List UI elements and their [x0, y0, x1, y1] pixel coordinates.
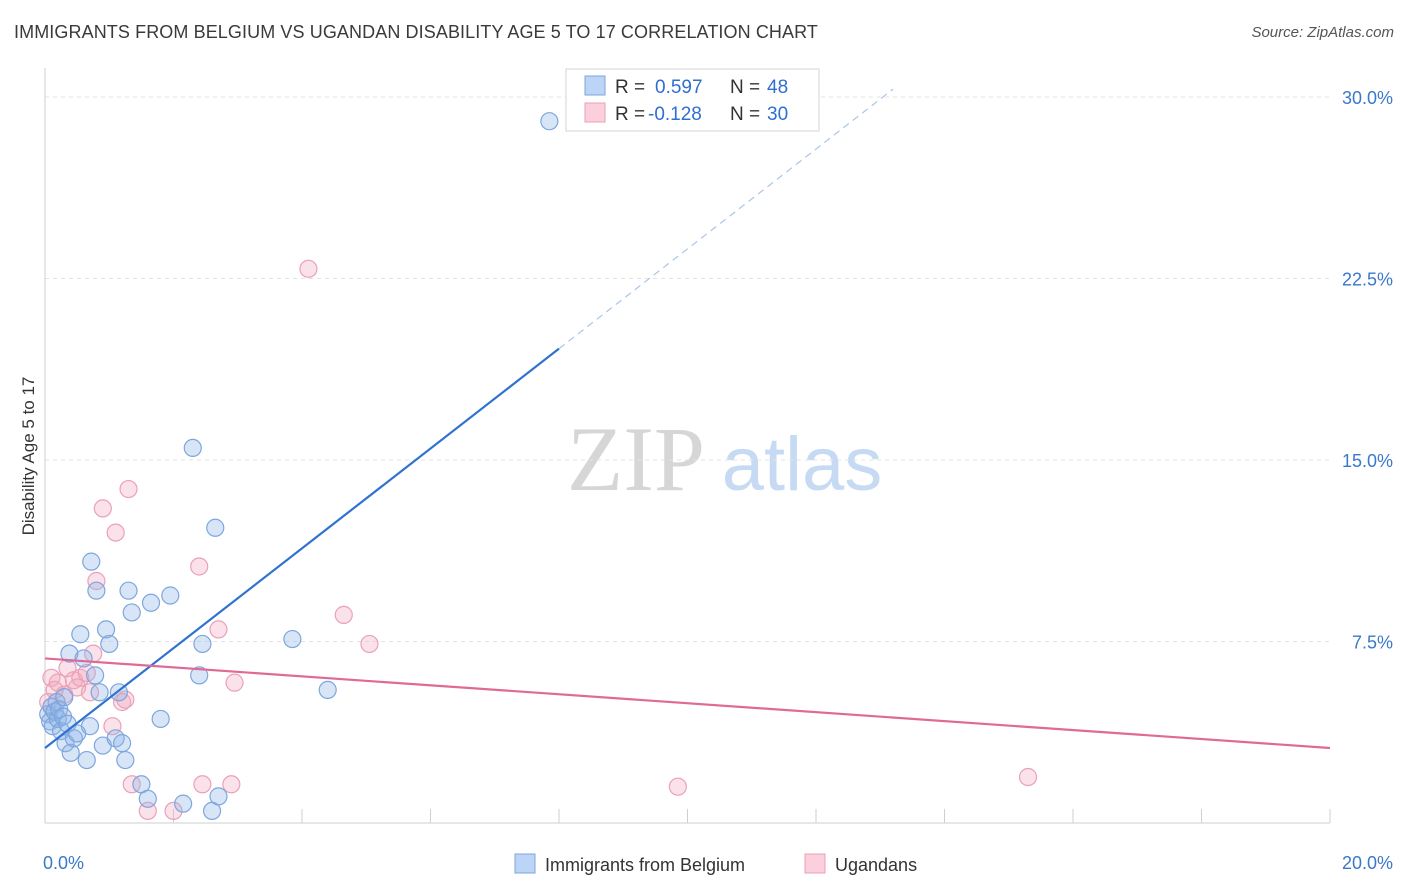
- point-ugandans: [209, 620, 228, 639]
- point-belgium: [116, 750, 135, 770]
- point-belgium: [174, 794, 193, 813]
- point-ugandans: [116, 690, 135, 709]
- point-belgium: [318, 680, 337, 700]
- point-belgium: [190, 666, 209, 685]
- trend-layer: [44, 88, 1331, 750]
- point-ugandans: [1018, 767, 1038, 787]
- stats-legend-box: [565, 68, 820, 132]
- stats-n-label-ugandans: N =: [730, 104, 760, 125]
- y-tick-label: 22.5%: [1342, 270, 1393, 290]
- point-belgium: [61, 743, 80, 762]
- legend-swatch-belgium: [514, 853, 536, 874]
- point-belgium: [151, 709, 170, 729]
- stats-r-value-belgium: 0.597: [655, 77, 703, 98]
- stats-n-label-belgium: N =: [730, 77, 760, 98]
- point-belgium: [71, 625, 90, 644]
- point-ugandans: [80, 683, 100, 702]
- point-belgium: [60, 644, 79, 663]
- y-tick-label: 30.0%: [1342, 88, 1393, 108]
- chart-title: IMMIGRANTS FROM BELGIUM VS UGANDAN DISAB…: [14, 22, 818, 42]
- point-belgium: [82, 552, 101, 571]
- point-belgium: [119, 581, 138, 600]
- point-belgium: [74, 649, 93, 668]
- legend-label-ugandans: Ugandans: [835, 855, 917, 875]
- watermark-zip: ZIP: [567, 408, 705, 510]
- trendline-belgium-extension: [558, 88, 894, 350]
- point-ugandans: [360, 634, 379, 654]
- point-belgium: [90, 683, 109, 702]
- stats-r-value-ugandans: -0.128: [648, 104, 702, 125]
- point-belgium: [64, 729, 84, 748]
- point-ugandans: [164, 801, 183, 821]
- stats-r-label-belgium: R =: [615, 77, 645, 98]
- point-belgium: [138, 789, 157, 808]
- point-ugandans: [112, 692, 132, 712]
- x-tick-label: 20.0%: [1342, 853, 1393, 873]
- point-belgium: [96, 620, 116, 639]
- stats-swatch-belgium: [584, 75, 606, 96]
- point-belgium: [87, 581, 106, 600]
- point-belgium: [86, 666, 105, 685]
- point-ugandans: [668, 777, 687, 796]
- point-ugandans: [190, 557, 209, 576]
- stats-r-label-ugandans: R =: [615, 104, 645, 125]
- stats-n-value-belgium: 48: [767, 77, 788, 98]
- point-belgium: [122, 603, 141, 622]
- y-axis-label: Disability Age 5 to 17: [19, 377, 38, 536]
- y-tick-label: 15.0%: [1342, 451, 1393, 471]
- point-ugandans: [119, 479, 138, 499]
- point-belgium: [56, 734, 75, 753]
- x-tick-label: 0.0%: [43, 853, 84, 873]
- point-belgium: [112, 734, 132, 753]
- point-ugandans: [299, 259, 318, 278]
- chart-source: Source: ZipAtlas.com: [1251, 24, 1394, 41]
- points-layer: [39, 112, 1038, 821]
- point-ugandans: [222, 775, 241, 794]
- grid-layer: [45, 96, 1330, 642]
- trendline-ugandans: [44, 657, 1331, 750]
- point-belgium: [193, 634, 212, 654]
- legend-swatch-ugandans: [804, 853, 826, 874]
- point-ugandans: [87, 571, 106, 591]
- series-legend: Immigrants from Belgium Ugandans: [514, 853, 917, 875]
- point-ugandans: [122, 775, 141, 794]
- point-ugandans: [225, 673, 244, 692]
- point-belgium: [100, 634, 119, 654]
- stats-n-value-ugandans: 30: [767, 104, 788, 125]
- point-belgium: [283, 629, 302, 649]
- point-belgium: [77, 750, 96, 770]
- trendline-belgium: [44, 347, 560, 749]
- point-belgium: [540, 112, 559, 131]
- point-ugandans: [106, 523, 125, 542]
- watermark-atlas: atlas: [722, 422, 883, 507]
- legend-label-belgium: Immigrants from Belgium: [545, 855, 745, 875]
- point-ugandans: [93, 499, 112, 518]
- point-belgium: [161, 586, 180, 605]
- point-belgium: [183, 438, 202, 457]
- point-belgium: [209, 787, 228, 806]
- axis-layer: 7.5% 15.0% 22.5% 30.0% 0.0% 20.0%: [43, 68, 1393, 873]
- point-belgium: [206, 518, 225, 537]
- stats-legend: R = 0.597 N = 48 R = -0.128 N = 30: [565, 68, 820, 132]
- stats-swatch-ugandans: [584, 102, 606, 123]
- point-ugandans: [193, 775, 212, 794]
- y-tick-label: 7.5%: [1352, 633, 1393, 653]
- point-ugandans: [334, 605, 353, 624]
- point-belgium: [80, 717, 100, 736]
- point-belgium: [141, 593, 161, 612]
- point-belgium: [55, 688, 74, 707]
